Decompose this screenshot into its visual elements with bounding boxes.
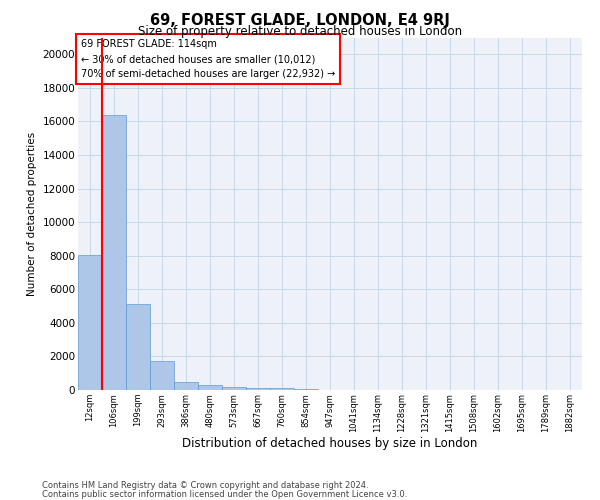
Bar (78, 255, 102, 390)
Bar (222, 387, 246, 390)
Text: 69 FOREST GLADE: 114sqm
← 30% of detached houses are smaller (10,012)
70% of sem: 69 FOREST GLADE: 114sqm ← 30% of detache… (80, 40, 335, 79)
Y-axis label: Number of detached properties: Number of detached properties (27, 132, 37, 296)
Bar (198, 384, 222, 390)
Bar (174, 382, 198, 390)
Bar (246, 388, 270, 390)
X-axis label: Distribution of detached houses by size in London: Distribution of detached houses by size … (182, 438, 478, 450)
Bar (126, 304, 150, 390)
Bar (102, 114, 126, 390)
Bar (270, 388, 294, 390)
Text: Size of property relative to detached houses in London: Size of property relative to detached ho… (138, 25, 462, 38)
Text: Contains public sector information licensed under the Open Government Licence v3: Contains public sector information licen… (42, 490, 407, 499)
Text: Contains HM Land Registry data © Crown copyright and database right 2024.: Contains HM Land Registry data © Crown c… (42, 481, 368, 490)
Bar (294, 388, 318, 390)
Bar (150, 360, 174, 390)
Text: 69, FOREST GLADE, LONDON, E4 9RJ: 69, FOREST GLADE, LONDON, E4 9RJ (150, 12, 450, 28)
